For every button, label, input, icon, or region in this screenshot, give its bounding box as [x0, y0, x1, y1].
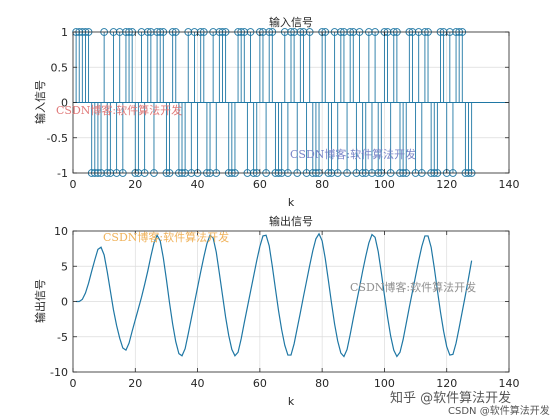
input-ticks: 0 20 40 60 80 100 120 140 -1 -0.5 0 0.5 1 — [47, 26, 520, 191]
input-ylabel: 输入信号 — [33, 80, 47, 124]
input-ytick-label: -1 — [57, 167, 68, 180]
input-signal-axes: 0 20 40 60 80 100 120 140 -1 -0.5 0 0.5 1 输入信号 k 输入信… — [33, 15, 520, 209]
output-xtick-label: 140 — [499, 377, 520, 390]
output-xtick-label: 120 — [436, 377, 457, 390]
watermark-bottom-left: CSDN博客:软件算法开发 — [103, 230, 229, 244]
output-ytick-label: 0 — [61, 296, 68, 309]
output-xtick-label: 100 — [374, 377, 395, 390]
input-xtick-label: 0 — [70, 178, 77, 191]
output-xlabel: k — [288, 395, 295, 408]
input-xtick-label: 120 — [436, 178, 457, 191]
watermark-bottom-right: CSDN博客:软件算法开发 — [350, 280, 476, 294]
output-ytick-label: 10 — [54, 225, 68, 238]
input-ytick-label: 0.5 — [51, 61, 69, 74]
output-signal-axes: 0 20 40 60 80 100 120 140 -10 -5 0 5 10 输出信号 k 输出信号 — [33, 214, 520, 408]
watermark-top-left: CSDN博客:软件算法开发 — [56, 103, 182, 117]
output-xtick-label: 80 — [315, 377, 329, 390]
watermark-top-right: CSDN博客:软件算法开发 — [290, 147, 416, 161]
output-ytick-label: -5 — [57, 331, 68, 344]
output-xtick-label: 40 — [191, 377, 205, 390]
input-xtick-label: 60 — [253, 178, 267, 191]
input-xtick-label: 80 — [315, 178, 329, 191]
input-xtick-label: 40 — [191, 178, 205, 191]
watermark-corner: CSDN @软件算法开发 — [448, 404, 550, 417]
output-xtick-label: 60 — [253, 377, 267, 390]
output-xtick-label: 0 — [70, 377, 77, 390]
output-line — [76, 232, 473, 358]
output-ytick-label: -10 — [50, 366, 68, 379]
input-xtick-label: 140 — [499, 178, 520, 191]
watermark-zhihu: 知乎 @软件算法开发 — [390, 390, 511, 406]
output-xtick-label: 20 — [128, 377, 142, 390]
output-ytick-label: 5 — [61, 260, 68, 273]
input-ytick-label: 0 — [61, 97, 68, 110]
output-series-line — [76, 232, 473, 358]
input-xtick-label: 20 — [128, 178, 142, 191]
output-title: 输出信号 — [269, 214, 313, 228]
output-ticks: 0 20 40 60 80 100 120 140 -10 -5 0 5 10 — [50, 225, 519, 390]
input-xtick-label: 100 — [374, 178, 395, 191]
input-xlabel: k — [288, 196, 295, 209]
input-ytick-label: -0.5 — [47, 132, 68, 145]
input-ytick-label: 1 — [61, 26, 68, 39]
input-title: 输入信号 — [269, 15, 313, 29]
output-ylabel: 输出信号 — [33, 279, 47, 323]
